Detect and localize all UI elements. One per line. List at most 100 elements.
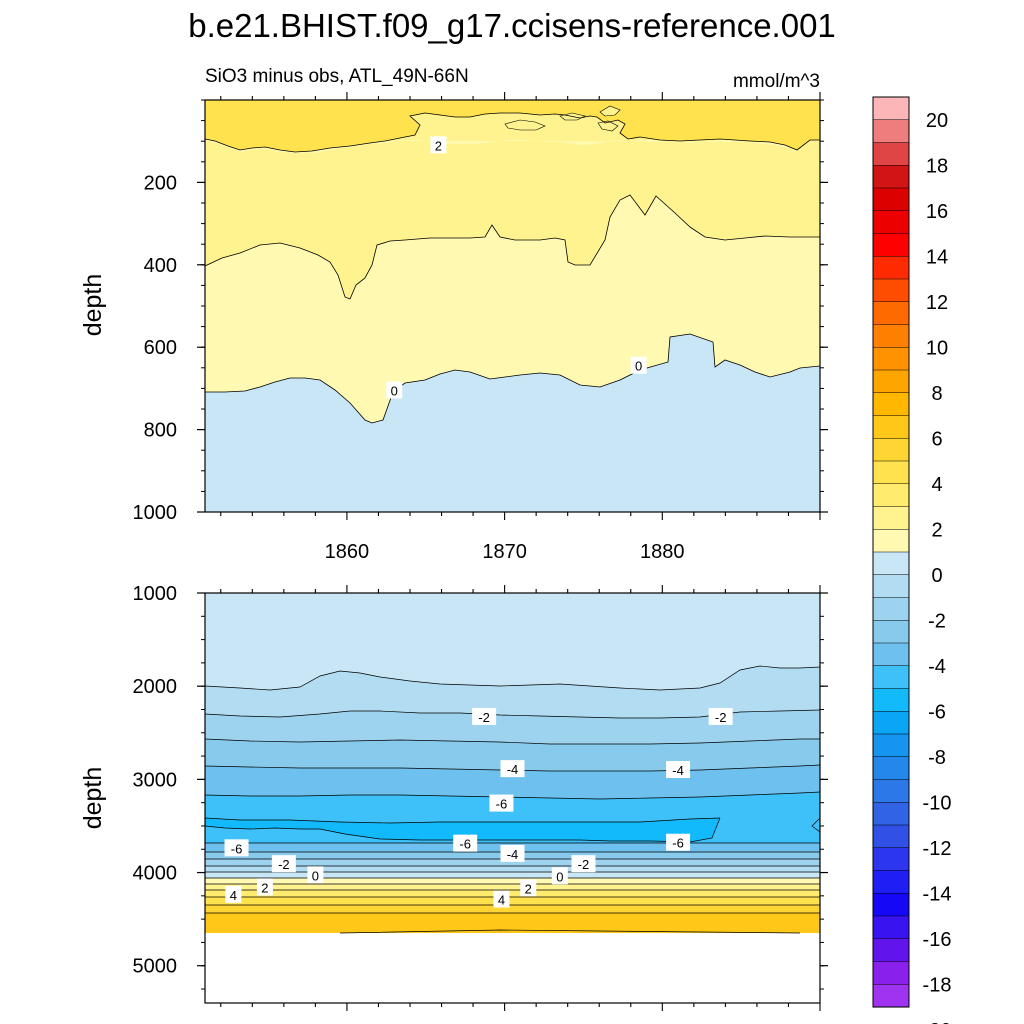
contour-label-bg	[500, 760, 525, 778]
colorbar-swatch	[872, 597, 910, 621]
y-tick-label: 1000	[133, 502, 178, 524]
colorbar-label: 4	[931, 474, 942, 496]
upper-ticks: 2 0 0 400 600 800 1000 1860 1870 1880	[133, 92, 828, 563]
lower-fill-band-11	[205, 866, 820, 872]
contour-label-bg	[453, 834, 478, 852]
y-tick-label: 5000	[133, 956, 178, 978]
colorbar-swatch	[872, 824, 910, 849]
colorbar-label: 0	[931, 565, 942, 587]
colorbar-swatch	[872, 756, 910, 781]
colorbar-label: -10	[923, 792, 952, 814]
colorbar-swatch	[872, 187, 910, 212]
contour-label: -6	[672, 836, 684, 851]
colorbar-label: -2	[928, 610, 946, 632]
colorbar-swatch	[872, 96, 910, 121]
colorbar-swatch	[872, 392, 910, 417]
colorbar-swatch	[872, 165, 910, 189]
colorbar-swatch	[872, 506, 910, 530]
colorbar-label: -6	[928, 701, 946, 723]
contour-label: -6	[231, 841, 243, 856]
colorbar-swatch	[872, 938, 910, 963]
lower-fill-band-12	[205, 872, 820, 878]
contour-label: -6	[459, 837, 471, 852]
y-tick-label: 200	[144, 172, 177, 194]
colorbar-swatch	[872, 574, 910, 599]
colorbar-swatch	[872, 779, 910, 803]
colorbar-label: 12	[926, 292, 948, 314]
lower-ticks: 1000 2000 3000 4000 5000	[133, 583, 828, 1011]
contour-label-bg	[472, 707, 497, 725]
colorbar-label: -20	[923, 1020, 952, 1024]
colorbar-label: -18	[923, 974, 952, 996]
colorbar-swatch	[872, 347, 910, 371]
colorbar-swatch	[872, 210, 910, 235]
colorbar-swatch	[872, 278, 910, 303]
lower-fill-band-18	[205, 913, 820, 933]
upper-contour-labels: 2 0 0	[386, 136, 647, 399]
lower-fill-band-7	[205, 818, 820, 843]
colorbar-swatch	[872, 415, 910, 439]
contour-label: 0	[635, 359, 642, 374]
upper-island-3	[597, 120, 619, 132]
y-tick-label: 600	[144, 337, 177, 359]
contour-label-bg	[571, 855, 596, 873]
colorbar: 20181614121086420-2-4-6-8-10-12-14-16-18…	[872, 96, 952, 1024]
colorbar-swatch	[872, 438, 910, 462]
colorbar-swatch	[872, 460, 910, 485]
contour-label: -4	[507, 847, 519, 862]
y-tick-label: 3000	[133, 769, 178, 791]
colorbar-swatch	[872, 529, 910, 553]
contour-label: -4	[672, 763, 684, 778]
colorbar-swatch	[872, 711, 910, 735]
lower-fill-band-16	[205, 897, 820, 905]
contour-label-bg	[386, 381, 403, 399]
upper-contour-4	[205, 112, 820, 153]
y-tick-label: 1000	[133, 583, 178, 605]
contour-label: -4	[507, 762, 519, 777]
colorbar-label: -12	[923, 838, 952, 860]
contour-label-bg	[500, 844, 525, 862]
lower-fill-band-6	[205, 818, 720, 842]
contour-label: 0	[391, 383, 398, 398]
contour-label-bg	[271, 855, 296, 873]
upper-contour-0	[205, 333, 820, 424]
x-tick-label: 1880	[640, 541, 685, 563]
contour-label-bg	[224, 839, 249, 857]
y-tick-label: 2000	[133, 676, 178, 698]
lower-fill-band-10	[205, 859, 820, 866]
colorbar-swatch	[872, 483, 910, 508]
colorbar-label: 20	[926, 110, 948, 132]
contour-label: 2	[525, 881, 532, 896]
colorbar-label: 14	[926, 246, 948, 268]
contour-label: 2	[261, 880, 268, 895]
colorbar-label: 16	[926, 201, 948, 223]
x-tick-label: 1870	[482, 541, 527, 563]
colorbar-swatch	[872, 642, 910, 667]
lower-plot-frame	[204, 592, 821, 1004]
contour-label-bg	[307, 866, 324, 884]
colorbar-swatch	[872, 119, 910, 144]
colorbar-swatch	[872, 233, 910, 257]
contour-label-bg	[666, 833, 691, 851]
contour-label-bg	[430, 136, 447, 154]
upper-island-4	[599, 105, 621, 117]
upper-panel: 2 0 0 400 600 800 1000 1860 1870 1880 2 0 0	[133, 92, 828, 563]
colorbar-label: 8	[931, 383, 942, 405]
contour-label-bg	[225, 885, 242, 903]
colorbar-swatch	[872, 961, 910, 985]
colorbar-swatch	[872, 620, 910, 644]
contour-label: 4	[230, 888, 237, 903]
colorbar-swatch	[872, 256, 910, 280]
colorbar-swatch	[872, 802, 910, 826]
subtitle-left: SiO3 minus obs, ATL_49N-66N	[205, 66, 469, 87]
colorbar-swatch	[872, 847, 910, 872]
lower-fill-band-15	[205, 890, 820, 897]
colorbar-label: -16	[923, 929, 952, 951]
colorbar-label: 2	[931, 519, 942, 541]
y-axis-label-lower: depth	[79, 767, 107, 830]
y-tick-label: 800	[144, 420, 177, 442]
colorbar-label: -4	[928, 656, 946, 678]
colorbar-swatch	[872, 870, 910, 894]
